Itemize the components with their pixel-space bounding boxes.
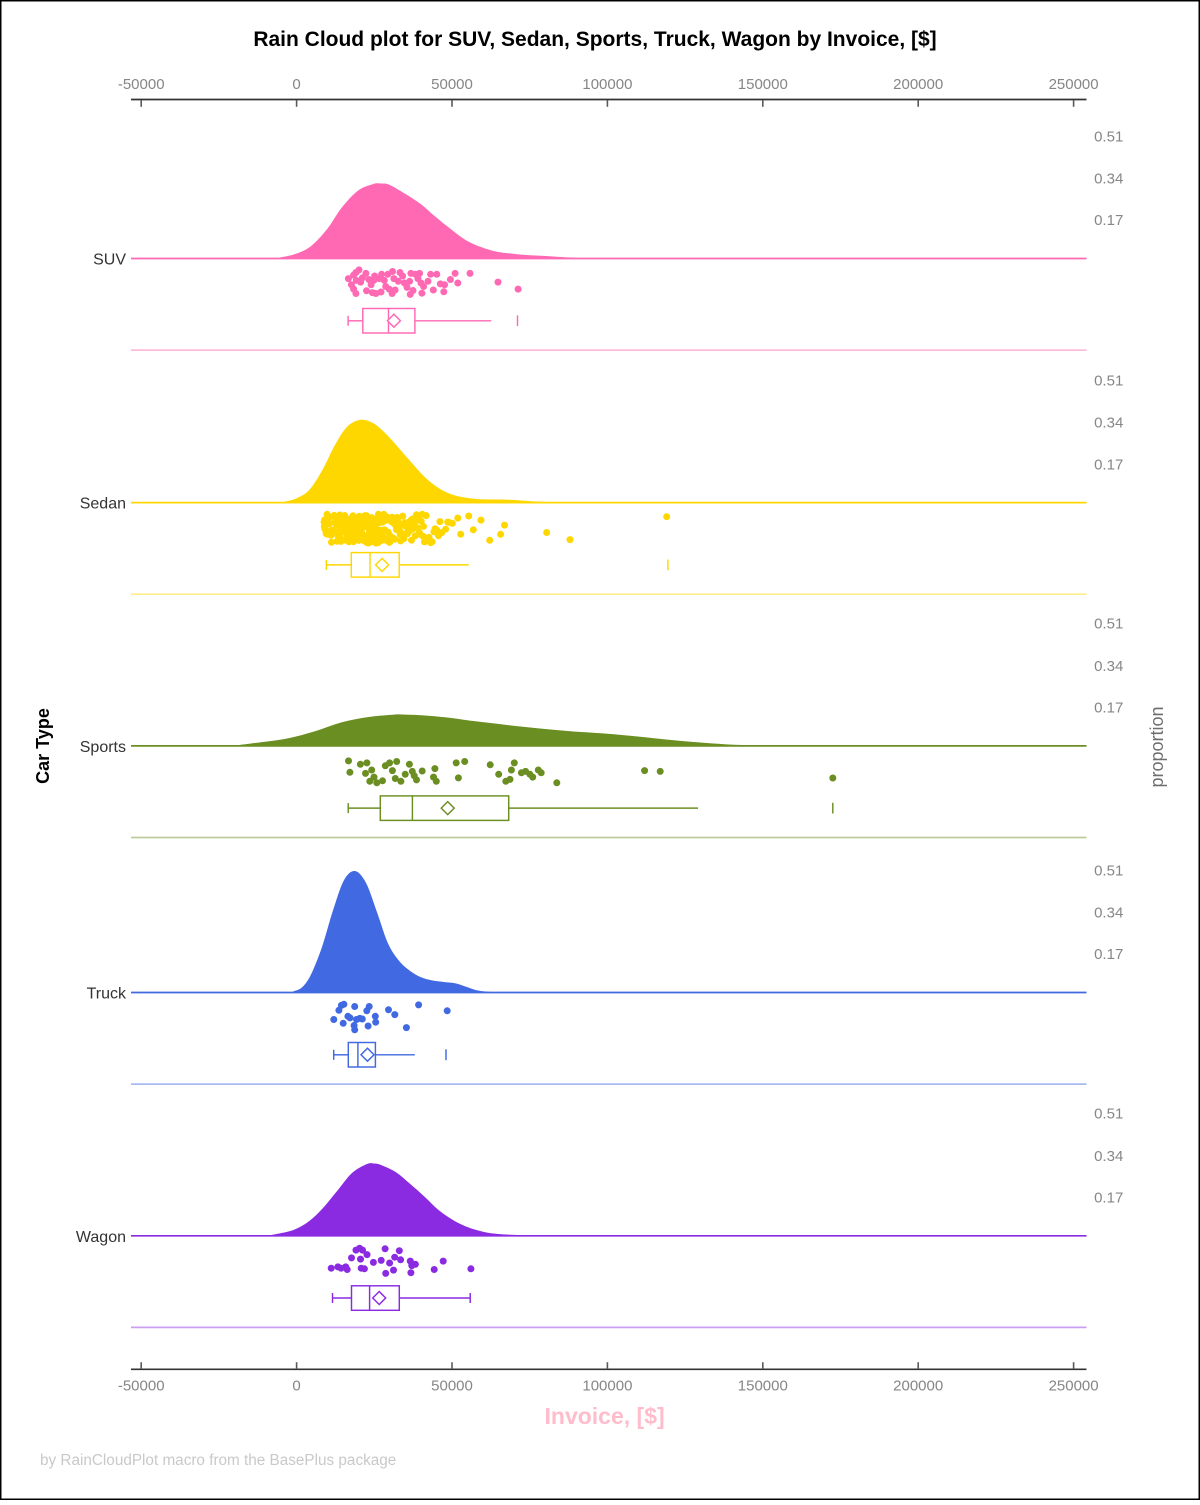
svg-text:200000: 200000 [893, 76, 943, 93]
svg-text:Rain Cloud plot for SUV, Sedan: Rain Cloud plot for SUV, Sedan, Sports, … [253, 28, 936, 51]
svg-text:by RainCloudPlot macro from th: by RainCloudPlot macro from the BasePlus… [40, 1452, 396, 1469]
svg-text:50000: 50000 [431, 76, 473, 93]
svg-text:0.17: 0.17 [1094, 700, 1123, 717]
svg-text:-50000: -50000 [118, 76, 165, 93]
svg-text:100000: 100000 [582, 1378, 632, 1395]
svg-text:0.51: 0.51 [1094, 862, 1123, 879]
svg-text:0.51: 0.51 [1094, 372, 1123, 389]
svg-text:0.17: 0.17 [1094, 212, 1123, 229]
svg-text:Invoice, [$]: Invoice, [$] [545, 1403, 665, 1429]
svg-text:SUV: SUV [93, 252, 126, 269]
svg-text:proportion: proportion [1147, 706, 1167, 787]
svg-text:0.34: 0.34 [1094, 415, 1123, 432]
svg-text:150000: 150000 [738, 1378, 788, 1395]
svg-text:100000: 100000 [582, 76, 632, 93]
svg-text:50000: 50000 [431, 1378, 473, 1395]
svg-text:0: 0 [292, 76, 300, 93]
svg-text:Wagon: Wagon [76, 1229, 126, 1246]
svg-text:0.17: 0.17 [1094, 1190, 1123, 1207]
svg-text:-50000: -50000 [118, 1378, 165, 1395]
svg-text:0.51: 0.51 [1094, 616, 1123, 633]
svg-text:0.17: 0.17 [1094, 456, 1123, 473]
svg-text:0.34: 0.34 [1094, 1148, 1123, 1165]
svg-text:Sports: Sports [80, 739, 126, 756]
svg-text:0.34: 0.34 [1094, 905, 1123, 922]
svg-text:0.51: 0.51 [1094, 128, 1123, 145]
svg-text:250000: 250000 [1049, 1378, 1099, 1395]
svg-text:150000: 150000 [738, 76, 788, 93]
svg-text:250000: 250000 [1049, 76, 1099, 93]
svg-text:0.34: 0.34 [1094, 171, 1123, 188]
svg-text:Sedan: Sedan [80, 496, 126, 513]
svg-text:Car Type: Car Type [33, 708, 53, 784]
svg-text:0.34: 0.34 [1094, 658, 1123, 675]
svg-text:200000: 200000 [893, 1378, 943, 1395]
svg-text:0.51: 0.51 [1094, 1106, 1123, 1123]
svg-text:0.17: 0.17 [1094, 946, 1123, 963]
svg-text:0: 0 [292, 1378, 300, 1395]
svg-text:Truck: Truck [87, 986, 127, 1003]
